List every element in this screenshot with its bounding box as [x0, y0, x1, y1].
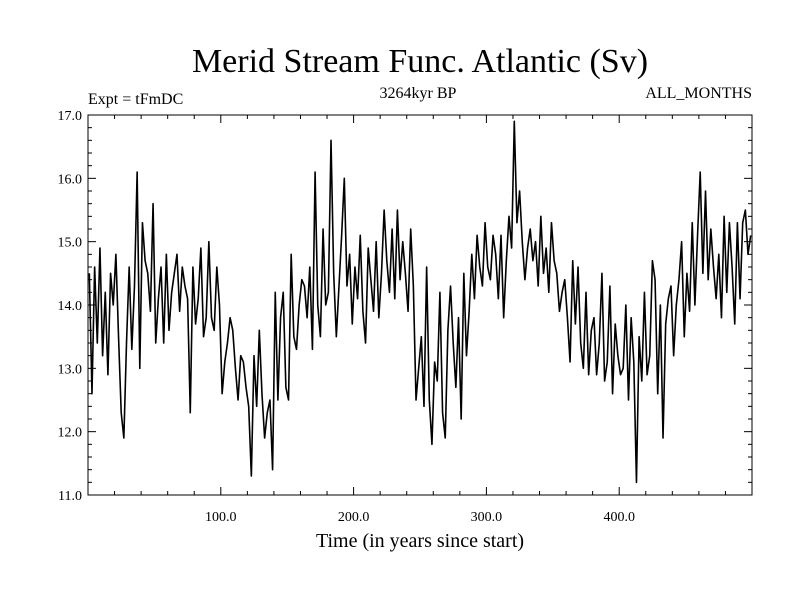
x-tick-label: 300.0 [471, 510, 503, 525]
series-line [88, 120, 752, 484]
months-label: ALL_MONTHS [645, 85, 752, 102]
chart-title: Merid Stream Func. Atlantic (Sv) [192, 43, 648, 80]
y-tick-label: 12.0 [58, 426, 83, 441]
y-tick-label: 15.0 [58, 236, 83, 251]
x-tick-label: 100.0 [205, 510, 237, 525]
x-tick-label: 400.0 [603, 510, 635, 525]
x-axis: 100.0 200.0 300.0 400.0 [114, 115, 726, 525]
x-tick-label: 200.0 [338, 510, 370, 525]
y-tick-label: 14.0 [58, 299, 83, 314]
y-tick-label: 11.0 [58, 489, 82, 504]
y-tick-label: 13.0 [58, 362, 83, 377]
y-tick-label: 17.0 [58, 109, 83, 124]
x-axis-label: Time (in years since start) [316, 530, 524, 552]
experiment-label: Expt = tFmDC [88, 91, 183, 108]
y-tick-label: 16.0 [58, 172, 83, 187]
period-label: 3264kyr BP [380, 85, 457, 102]
